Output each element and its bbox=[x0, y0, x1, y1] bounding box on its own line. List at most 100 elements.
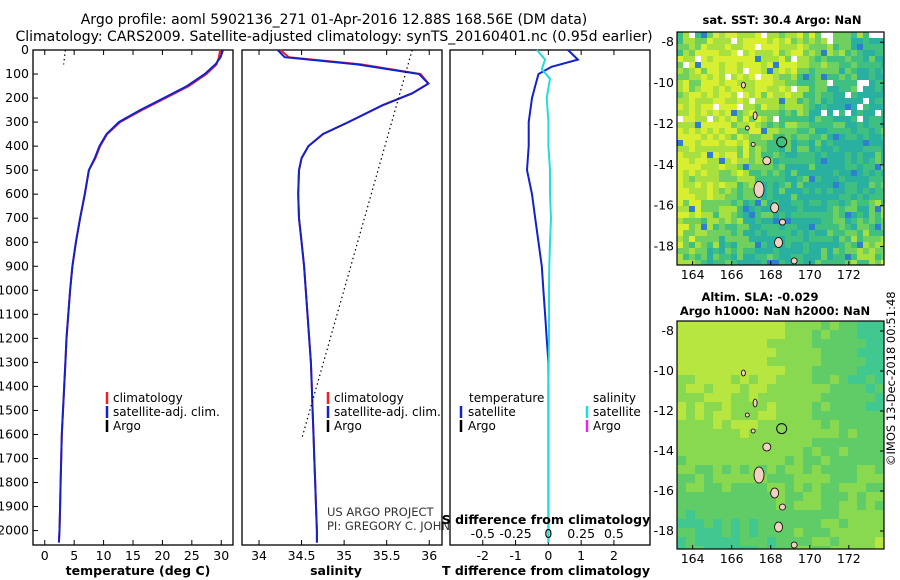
map-cell bbox=[821, 38, 828, 45]
map-cell bbox=[755, 92, 762, 99]
map-cell bbox=[695, 92, 702, 99]
map-cell bbox=[857, 492, 867, 502]
map-cell bbox=[803, 188, 810, 195]
map-cell bbox=[827, 230, 834, 237]
map-cell bbox=[863, 38, 870, 45]
map-cell bbox=[761, 170, 768, 177]
map-cell bbox=[785, 74, 792, 81]
map-cell bbox=[830, 438, 840, 448]
map-cell bbox=[749, 537, 759, 547]
map-cell bbox=[785, 357, 795, 367]
map-cell bbox=[809, 260, 816, 266]
map-cell bbox=[827, 74, 834, 81]
map-cell bbox=[773, 122, 780, 129]
map-cell bbox=[725, 32, 732, 39]
map-cell bbox=[881, 170, 885, 177]
map-cell bbox=[713, 194, 720, 201]
map-cell bbox=[731, 330, 741, 340]
map-cell bbox=[755, 206, 762, 213]
map-cell bbox=[722, 483, 732, 493]
map-cell bbox=[815, 254, 822, 261]
map-cell bbox=[725, 110, 732, 117]
map-cell bbox=[803, 134, 810, 141]
map-cell bbox=[749, 134, 756, 141]
map-cell bbox=[758, 366, 768, 376]
map-cell bbox=[851, 50, 858, 57]
map-cell bbox=[866, 519, 876, 529]
map-cell bbox=[794, 411, 804, 421]
map-cell bbox=[707, 38, 714, 45]
map-cell bbox=[803, 194, 810, 201]
map-cell bbox=[743, 86, 750, 93]
map-cell bbox=[695, 80, 702, 87]
map-cell bbox=[794, 465, 804, 475]
map-cell bbox=[821, 206, 828, 213]
map-cell bbox=[851, 56, 858, 63]
map-cell bbox=[713, 152, 720, 159]
map-cell bbox=[701, 122, 708, 129]
y-tick-label: 700 bbox=[5, 210, 29, 225]
map-cell bbox=[827, 98, 834, 105]
map-cell bbox=[701, 218, 708, 225]
map-cell bbox=[749, 546, 759, 550]
map-cell bbox=[821, 224, 828, 231]
map-cell bbox=[857, 465, 867, 475]
map-cell bbox=[767, 321, 777, 331]
map-cell bbox=[740, 501, 750, 511]
map-cell bbox=[725, 212, 732, 219]
map-cell bbox=[827, 104, 834, 111]
map-cell bbox=[731, 134, 738, 141]
map-cell bbox=[803, 420, 813, 430]
map-cell bbox=[689, 104, 696, 111]
island-shape bbox=[774, 521, 783, 533]
map-cell bbox=[677, 194, 684, 201]
map-cell bbox=[707, 104, 714, 111]
map-cell bbox=[767, 128, 774, 135]
x-tick-label: 5 bbox=[70, 548, 78, 563]
map-cell bbox=[833, 200, 840, 207]
legend-t-argo-label: Argo bbox=[468, 419, 496, 433]
map-cell bbox=[857, 212, 864, 219]
map-cell bbox=[683, 32, 690, 39]
map-cell bbox=[767, 44, 774, 51]
map-cell bbox=[869, 164, 876, 171]
map-cell bbox=[713, 411, 723, 421]
map-cell bbox=[845, 236, 852, 243]
map-cell bbox=[857, 140, 864, 147]
map-cell bbox=[794, 537, 804, 547]
map-cell bbox=[767, 519, 777, 529]
map-cell bbox=[797, 62, 804, 69]
map-cell bbox=[827, 254, 834, 261]
map-cell bbox=[857, 230, 864, 237]
map-cell bbox=[845, 206, 852, 213]
map-cell bbox=[875, 519, 885, 529]
map-cell bbox=[707, 68, 714, 75]
map-cell bbox=[743, 230, 750, 237]
map-cell bbox=[785, 86, 792, 93]
difference-xlabel: T difference from climatology bbox=[442, 563, 650, 578]
map-cell bbox=[803, 465, 813, 475]
map-cell bbox=[707, 176, 714, 183]
map-cell bbox=[725, 44, 732, 51]
map-cell bbox=[773, 230, 780, 237]
legend-s-argo-label: Argo bbox=[593, 419, 621, 433]
map-cell bbox=[857, 224, 864, 231]
map-cell bbox=[863, 146, 870, 153]
map-cell bbox=[737, 206, 744, 213]
map-cell bbox=[839, 218, 846, 225]
map-cell bbox=[767, 224, 774, 231]
map-cell bbox=[689, 98, 696, 105]
map-cell bbox=[761, 92, 768, 99]
map-cell bbox=[821, 68, 828, 75]
map-cell bbox=[713, 230, 720, 237]
map-cell bbox=[725, 188, 732, 195]
map-cell bbox=[863, 236, 870, 243]
map-cell bbox=[833, 62, 840, 69]
map-cell bbox=[722, 438, 732, 448]
map-cell bbox=[845, 242, 852, 249]
map-cell bbox=[875, 366, 885, 376]
map-cell bbox=[713, 200, 720, 207]
map-cell bbox=[731, 146, 738, 153]
map-cell bbox=[695, 537, 705, 547]
